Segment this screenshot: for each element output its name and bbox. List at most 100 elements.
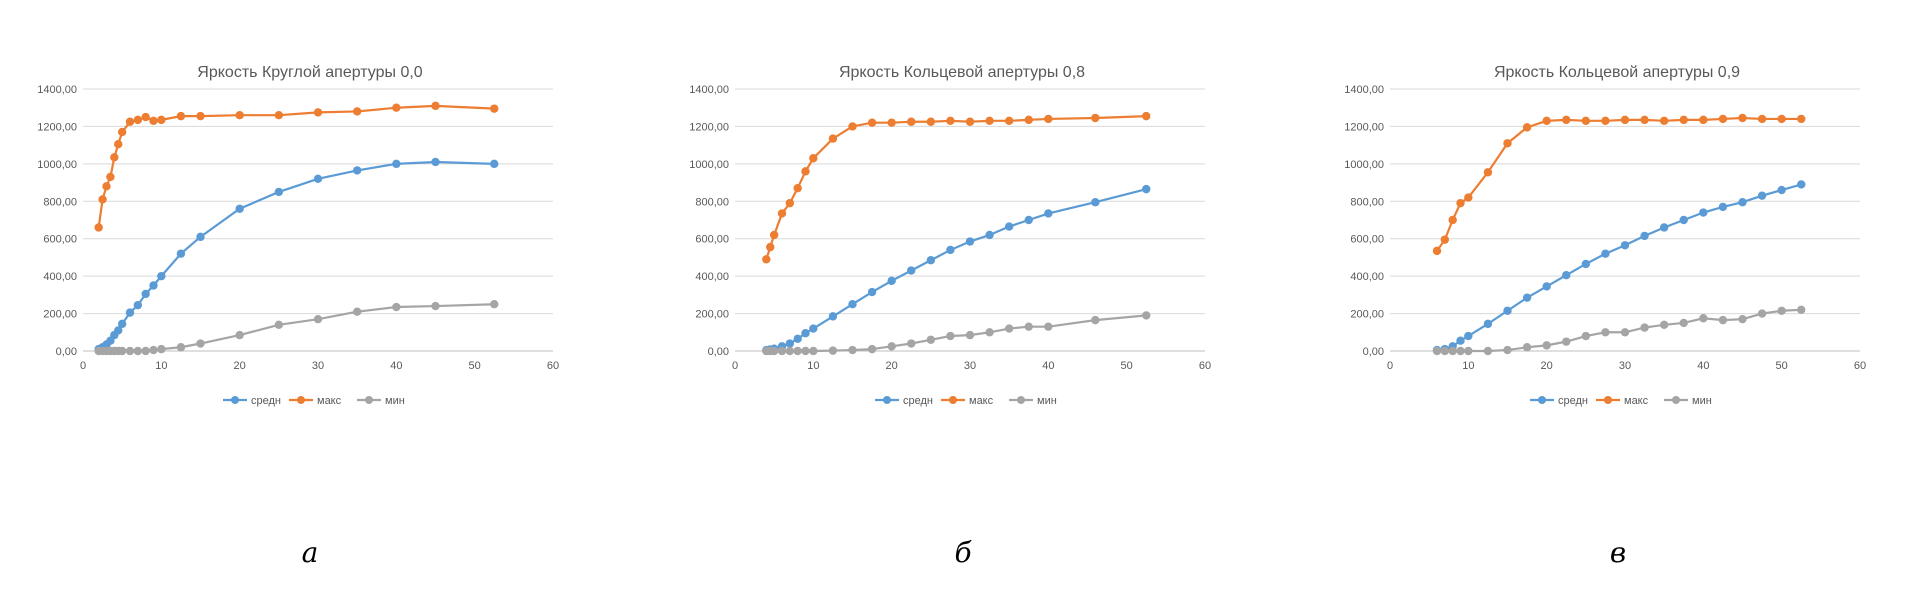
data-point: [1562, 271, 1571, 280]
data-point: [1620, 328, 1630, 337]
y-tick-label: 1400,00: [689, 84, 729, 96]
data-point: [793, 183, 802, 193]
data-point: [274, 111, 284, 120]
data-point: [985, 230, 994, 240]
data-point: [1718, 315, 1728, 325]
data-point: [1699, 314, 1708, 323]
legend-swatch-marker: [1017, 396, 1025, 404]
chart-panel-v: Яркость Кольцевой апертуры 0,9 0,00 200,00…: [1315, 48, 1915, 508]
data-point: [887, 276, 896, 286]
y-tick-label: 400,00: [43, 271, 77, 283]
data-point: [114, 326, 123, 335]
data-point: [1601, 328, 1610, 337]
y-tick-label: 400,00: [1350, 271, 1384, 283]
y-tick-label: 200,00: [43, 309, 77, 321]
y-tick-label: 0,00: [708, 346, 729, 358]
data-point: [777, 346, 787, 356]
data-point: [196, 111, 205, 121]
data-point: [1542, 116, 1551, 126]
series-2: [1432, 305, 1806, 356]
data-point: [157, 344, 166, 354]
legend-swatch-marker: [883, 396, 891, 404]
data-point: [867, 118, 877, 127]
data-point: [490, 104, 499, 113]
data-point: [1699, 208, 1708, 217]
x-tick-label: 60: [547, 360, 559, 372]
data-point: [1757, 309, 1767, 318]
data-point: [1738, 314, 1747, 324]
legend-swatch-marker: [1538, 396, 1546, 404]
legend-item: макс: [289, 395, 342, 407]
data-point: [926, 117, 936, 126]
series-line: [766, 314, 1147, 353]
data-point: [907, 117, 916, 126]
legend-swatch-marker: [365, 396, 373, 404]
data-point: [1522, 293, 1532, 302]
data-point: [1757, 191, 1767, 200]
x-tick-label: 40: [390, 360, 402, 372]
data-point: [133, 300, 143, 310]
series-line: [1436, 116, 1802, 252]
data-point: [801, 346, 810, 356]
data-point: [887, 342, 896, 351]
data-point: [117, 127, 127, 137]
panel-letter-a: а: [301, 536, 319, 569]
data-point: [1659, 223, 1669, 232]
data-point: [828, 346, 838, 355]
legend-item: средн: [875, 395, 933, 407]
y-tick-label: 800,00: [43, 196, 77, 208]
chart-title: Яркость Кольцевой апертуры 0,8: [839, 64, 1085, 81]
data-point: [1024, 115, 1033, 125]
data-point: [196, 232, 205, 242]
data-point: [1562, 115, 1571, 125]
legend-item: мин: [1664, 395, 1712, 407]
legend-swatch-marker: [1672, 396, 1680, 404]
data-point: [1448, 215, 1457, 225]
data-point: [149, 116, 158, 126]
y-tick-label: 0,00: [1363, 346, 1384, 358]
x-tick-label: 50: [1776, 360, 1788, 372]
chart-title: Яркость Круглой апертуры 0,0: [197, 64, 422, 81]
data-point: [1483, 168, 1493, 177]
data-point: [1503, 345, 1512, 355]
data-point: [1679, 318, 1688, 328]
data-point: [94, 223, 103, 232]
data-point: [125, 346, 135, 356]
data-point: [1620, 115, 1630, 125]
data-point: [828, 312, 838, 321]
line-chart-b: Яркость Кольцевой апертуры 0,8 0,00 200,00…: [689, 64, 1211, 407]
x-tick-label: 0: [732, 360, 738, 372]
legend-item: средн: [1530, 395, 1588, 407]
data-point: [1483, 346, 1493, 356]
data-point: [1448, 346, 1457, 356]
data-point: [1542, 282, 1551, 291]
data-point: [117, 319, 127, 329]
legend: средн макс мин: [223, 395, 405, 407]
data-point: [235, 204, 244, 213]
data-point: [313, 174, 323, 184]
data-point: [1464, 346, 1473, 356]
data-point: [785, 339, 795, 348]
data-point: [848, 122, 857, 131]
data-point: [313, 314, 323, 324]
data-point: [1581, 116, 1591, 126]
y-tick-label: 1200,00: [1344, 121, 1384, 133]
data-point: [1640, 323, 1649, 332]
x-tick-label: 50: [1121, 360, 1133, 372]
data-point: [1718, 202, 1728, 212]
y-tick-label: 200,00: [1350, 309, 1384, 321]
legend-item: мин: [357, 395, 405, 407]
x-tick-label: 0: [1387, 360, 1393, 372]
data-point: [1044, 209, 1053, 218]
data-point: [1024, 322, 1033, 331]
data-point: [1797, 180, 1806, 189]
data-point: [1640, 231, 1649, 241]
legend-swatch-marker: [297, 396, 305, 404]
data-point: [946, 331, 955, 341]
data-point: [1562, 337, 1571, 346]
series-line: [1436, 183, 1802, 352]
data-point: [926, 335, 936, 344]
y-tick-label: 1400,00: [1344, 84, 1384, 96]
data-point: [1659, 116, 1669, 126]
data-point: [1044, 322, 1053, 331]
